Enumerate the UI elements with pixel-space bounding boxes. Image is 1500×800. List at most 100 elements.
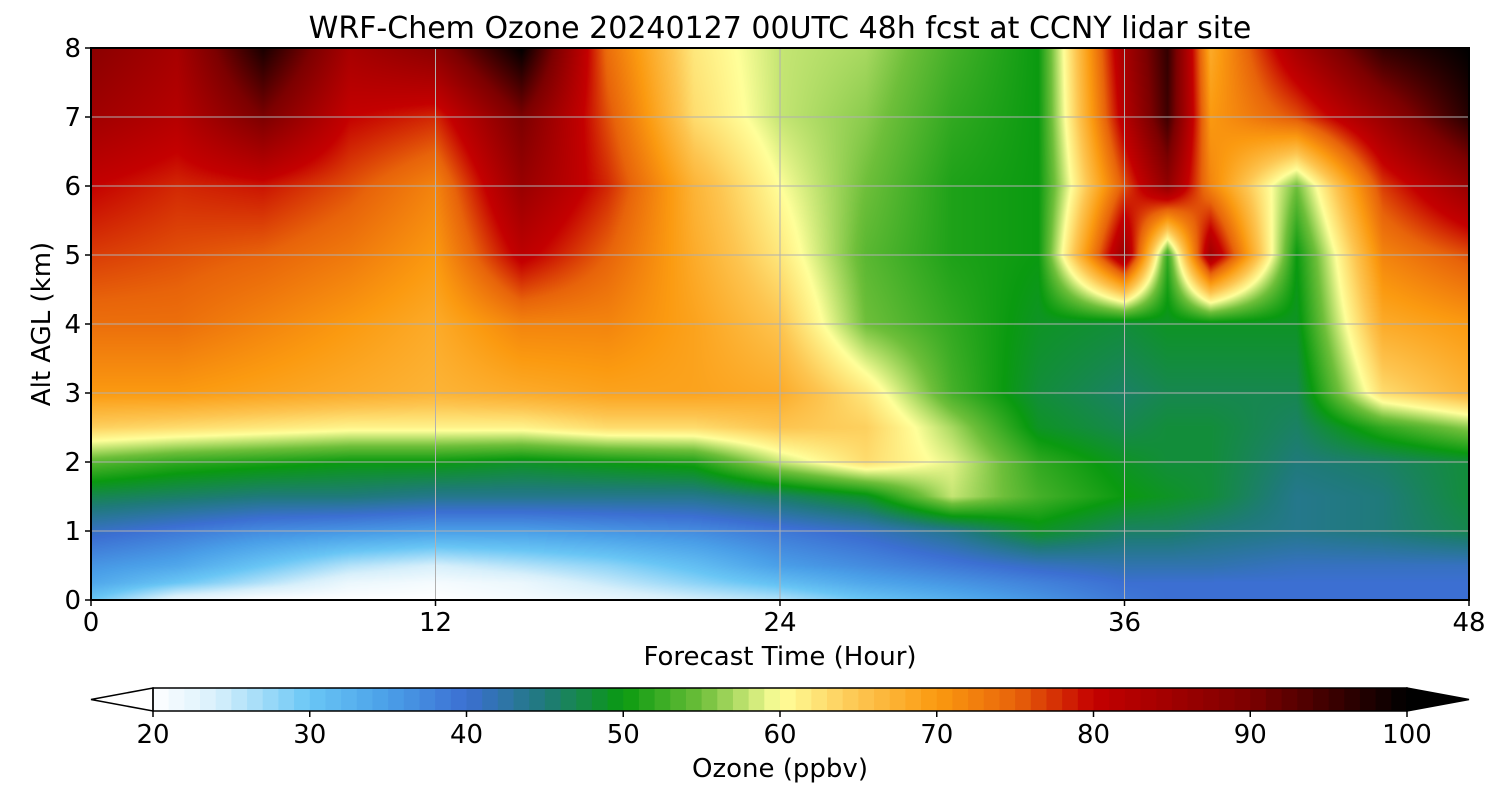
y-tick-label-5: 5 [64,241,81,271]
colorbar-step-70 [1250,688,1267,711]
chart-title: WRF-Chem Ozone 20240127 00UTC 48h fcst a… [309,11,1252,46]
x-tick-label-2: 24 [763,608,796,638]
x-axis-label: Forecast Time (Hour) [643,642,916,672]
colorbar-step-0 [153,688,170,711]
y-tick-label-6: 6 [64,172,81,202]
colorbar-step-10 [309,688,327,711]
colorbar-step-67 [1203,688,1220,711]
colorbar-step-36 [717,688,734,711]
colorbar-step-24 [529,688,546,711]
colorbar-step-19 [450,688,468,711]
colorbar-step-40 [780,688,797,711]
colorbar-step-59 [1077,688,1095,711]
colorbar-tick-label-5: 70 [920,720,953,750]
colorbar-step-73 [1297,688,1314,711]
colorbar-step-32 [654,688,671,711]
colorbar-step-72 [1281,688,1298,711]
colorbar-step-49 [921,688,938,711]
colorbar-step-57 [1046,688,1063,711]
y-tick-label-0: 0 [64,586,81,616]
y-tick-label-2: 2 [64,448,81,478]
y-axis-ticks: 0 1 2 3 4 5 6 7 8 [64,34,91,616]
colorbar-step-75 [1328,688,1345,711]
colorbar-step-38 [748,688,765,711]
colorbar-tick-label-0: 20 [136,720,169,750]
colorbar-step-47 [889,688,906,711]
colorbar-tick-label-2: 40 [450,720,483,750]
colorbar-label: Ozone (ppbv) [692,754,868,784]
colorbar-step-48 [905,688,922,711]
colorbar-tick-label-6: 80 [1077,720,1110,750]
colorbar-step-66 [1187,688,1204,711]
colorbar-step-37 [732,688,750,711]
colorbar-step-62 [1124,688,1142,711]
colorbar-step-15 [388,688,405,711]
x-tick-label-4: 48 [1452,608,1485,638]
colorbar-min-extend [90,687,154,712]
colorbar-step-14 [372,688,389,711]
colorbar-step-33 [670,688,687,711]
colorbar-step-11 [325,688,342,711]
colorbar-step-25 [544,688,562,711]
colorbar-step-68 [1218,688,1236,711]
colorbar-step-2 [184,688,201,711]
y-tick-label-7: 7 [64,103,81,133]
colorbar-step-63 [1140,688,1157,711]
colorbar-step-27 [576,688,593,711]
colorbar-step-43 [827,688,844,711]
colorbar-step-12 [341,688,358,711]
colorbar-tick-label-8: 100 [1382,720,1432,750]
colorbar-step-23 [513,688,530,711]
colorbar-step-9 [294,688,311,711]
colorbar-tick-label-1: 30 [293,720,326,750]
colorbar-step-21 [482,688,499,711]
colorbar-step-3 [200,688,217,711]
colorbar-step-61 [1109,688,1126,711]
y-tick-label-3: 3 [64,379,81,409]
x-tick-label-0: 0 [83,608,100,638]
colorbar-step-65 [1171,688,1189,711]
y-tick-label-8: 8 [64,34,81,64]
colorbar-step-20 [466,688,483,711]
colorbar-step-26 [560,688,577,711]
colorbar-step-6 [247,688,264,711]
colorbar-step-55 [1015,688,1032,711]
colorbar-step-54 [999,688,1016,711]
colorbar-step-74 [1312,688,1330,711]
colorbar-step-8 [278,688,295,711]
colorbar-step-51 [952,688,969,711]
colorbar-step-18 [435,688,452,711]
colorbar-step-28 [591,688,609,711]
colorbar-step-79 [1391,688,1408,711]
y-tick-label-1: 1 [64,517,81,547]
colorbar-tick-label-4: 60 [763,720,796,750]
colorbar-step-34 [685,688,703,711]
colorbar-step-77 [1359,688,1377,711]
colorbar-step-39 [764,688,781,711]
y-axis-label: Alt AGL (km) [27,242,57,406]
colorbar-step-71 [1265,688,1283,711]
colorbar-step-69 [1234,688,1251,711]
colorbar-step-52 [968,688,985,711]
colorbar-step-29 [607,688,624,711]
x-axis-ticks: 0 12 24 36 48 [83,600,1486,638]
colorbar-step-16 [403,688,421,711]
colorbar-step-50 [936,688,954,711]
colorbar-step-30 [623,688,640,711]
colorbar-ticks: 20 30 40 50 60 70 80 90 100 [136,711,1432,750]
colorbar-step-46 [874,688,891,711]
colorbar-tick-label-7: 90 [1234,720,1267,750]
colorbar-step-4 [215,688,232,711]
colorbar-step-42 [811,688,828,711]
x-tick-label-1: 12 [419,608,452,638]
colorbar-step-41 [795,688,812,711]
colorbar-step-13 [356,688,374,711]
colorbar-step-31 [638,688,656,711]
colorbar-step-78 [1375,688,1392,711]
colorbar-step-22 [497,688,515,711]
colorbar-step-5 [231,688,248,711]
colorbar-step-60 [1093,688,1110,711]
colorbar-step-7 [262,688,279,711]
colorbar-step-56 [1030,688,1048,711]
